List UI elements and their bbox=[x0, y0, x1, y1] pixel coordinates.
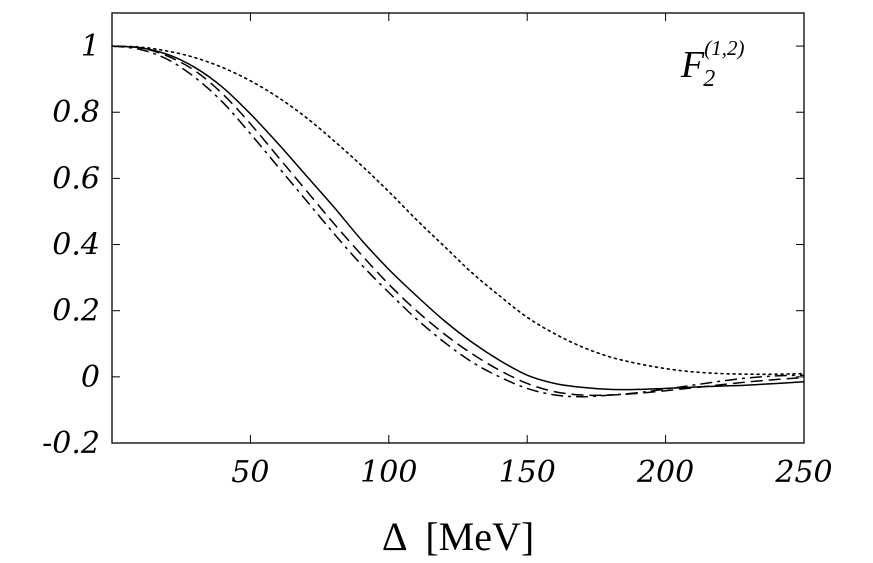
annotation-subscript: 2 bbox=[703, 66, 715, 92]
y-tick-label: -0.2 bbox=[42, 426, 100, 461]
series-layer bbox=[111, 45, 805, 398]
x-tick-label: 150 bbox=[499, 455, 556, 490]
series-line-dashed bbox=[111, 45, 805, 397]
y-tick-label: 0 bbox=[81, 360, 100, 395]
x-tick-label: 100 bbox=[360, 455, 417, 490]
x-tick-label: 200 bbox=[636, 455, 694, 490]
x-tick-label: 50 bbox=[231, 455, 269, 490]
x-axis-ticks: 50 100 150 200 250 bbox=[231, 13, 833, 490]
annotation-main: F bbox=[680, 44, 705, 86]
y-tick-label: 0.4 bbox=[52, 228, 100, 263]
series-line-dotted bbox=[111, 45, 805, 376]
series-line-solid bbox=[111, 45, 805, 391]
x-axis-title: Δ [MeV] bbox=[382, 514, 534, 559]
annotation-superscript: (1,2) bbox=[704, 36, 744, 60]
y-tick-label: 0.6 bbox=[52, 161, 100, 196]
series-line-dash-dot bbox=[111, 45, 805, 398]
y-axis-ticks: -0.2 0 0.2 0.4 0.6 0.8 1 bbox=[42, 29, 804, 461]
y-tick-label: 0.8 bbox=[52, 95, 100, 130]
chart-annotation: F2 (1,2) bbox=[680, 36, 744, 92]
x-tick-label: 250 bbox=[774, 455, 832, 490]
y-tick-label: 1 bbox=[81, 29, 100, 64]
y-tick-label: 0.2 bbox=[52, 294, 100, 329]
plot-frame bbox=[111, 12, 805, 444]
